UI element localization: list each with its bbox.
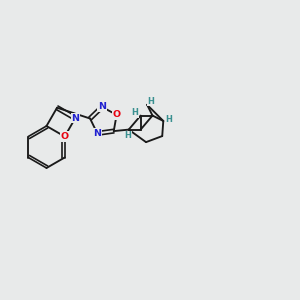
Text: H: H — [165, 115, 172, 124]
Text: N: N — [93, 129, 101, 138]
Text: H: H — [131, 108, 138, 117]
Text: H: H — [125, 131, 132, 140]
Text: N: N — [71, 114, 79, 123]
Text: O: O — [61, 132, 69, 141]
Text: H: H — [147, 97, 154, 106]
Text: N: N — [98, 103, 106, 112]
Text: O: O — [112, 110, 121, 119]
